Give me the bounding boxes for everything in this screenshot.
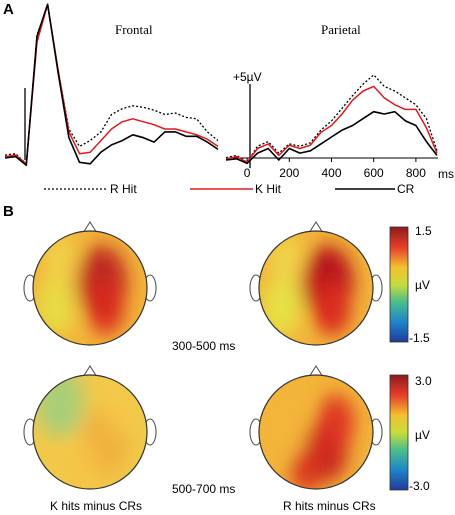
colorbar-top-min: -1.5: [409, 331, 430, 345]
colorbar-bottom-max: 3.0: [415, 374, 432, 388]
head-outline: [32, 230, 148, 346]
head-outline: [258, 374, 374, 490]
erp-legend: R Hit K Hit CR: [44, 182, 415, 196]
parietal-series-r-hit: [225, 74, 438, 163]
panel-a-letter: A: [3, 1, 14, 18]
panel-b-letter: B: [3, 203, 14, 220]
scalp-map: [23, 220, 157, 346]
parietal-x-tick-label: 600: [364, 166, 384, 180]
nose-icon: [82, 364, 98, 378]
colorbar-top-gradient: [389, 226, 409, 343]
parietal-x-tick-label: 0: [244, 166, 251, 180]
scalp-map: [249, 364, 383, 490]
legend-cr-label: CR: [397, 182, 415, 196]
parietal-title: Parietal: [321, 22, 361, 37]
parietal-x-tick-label: 800: [406, 166, 426, 180]
colorbar-bottom-min: -3.0: [409, 479, 430, 493]
frontal-series-k-hit: [4, 3, 219, 165]
parietal-x-tick-label: 200: [279, 166, 299, 180]
nose-icon: [308, 220, 324, 234]
scalp-map: [23, 364, 157, 490]
frontal-erp-plot: Frontal: [4, 3, 219, 167]
colorbar-top-unit: µV: [415, 278, 430, 292]
parietal-x-unit: ms: [438, 167, 454, 181]
window-label-300-500: 300-500 ms: [172, 339, 235, 353]
column-label-k-hits: K hits minus CRs: [50, 499, 142, 513]
colorbar-top-max: 1.5: [415, 224, 432, 238]
nose-icon: [308, 364, 324, 378]
scalp-map: [249, 220, 383, 346]
legend-k-hit-label: K Hit: [255, 182, 282, 196]
parietal-series-k-hit: [225, 85, 438, 164]
frontal-series-cr: [4, 3, 219, 167]
parietal-x-tick-label: 400: [321, 166, 341, 180]
frontal-series-r-hit: [4, 5, 219, 165]
head-outline: [258, 230, 374, 346]
nose-icon: [82, 220, 98, 234]
head-outline: [32, 374, 148, 490]
colorbar-top: 1.5 µV -1.5: [389, 224, 432, 345]
frontal-title: Frontal: [115, 22, 153, 37]
legend-r-hit-label: R Hit: [110, 182, 137, 196]
column-label-r-hits: R hits minus CRs: [283, 499, 376, 513]
parietal-series-cr: [225, 110, 438, 165]
colorbar-bottom-unit: µV: [415, 428, 430, 442]
window-label-500-700: 500-700 ms: [172, 482, 235, 496]
colorbar-bottom: 3.0 µV -3.0: [389, 374, 432, 493]
parietal-erp-plot: Parietal +5µV 0 200 400 600 800 ms: [225, 22, 454, 181]
parietal-scale-label: +5µV: [233, 70, 262, 84]
colorbar-bottom-gradient: [389, 374, 409, 491]
